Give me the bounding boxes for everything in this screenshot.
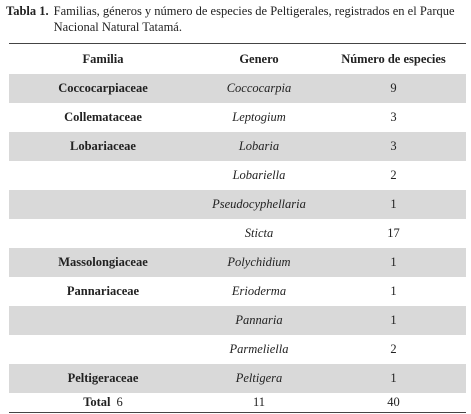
table-cell: 1 [390,284,397,298]
table-cell: 1 [321,306,466,335]
table-cell: 9 [321,74,466,103]
table-cell: Peltigeraceae [9,364,197,393]
table-cell: Erioderma [231,284,287,298]
table-cell: 2 [390,168,397,182]
header-cell: Genero [239,51,279,66]
table-row: Pannaria 1 [9,306,466,335]
header-row: Familia Genero Número de especies [9,44,466,75]
table-cell: 11 [252,395,266,409]
table-cell: Collemataceae [64,110,142,124]
caption-text: Familias, géneros y número de especies d… [53,4,455,34]
table-cell: 3 [321,132,466,161]
table-cell: Coccocarpia [197,74,321,103]
table-row: Peltigeraceae Peltigera 1 [9,364,466,393]
total-families: 6 [116,395,123,409]
table-body: Coccocarpiaceae Coccocarpia 9 Collemataceae… [9,74,466,413]
total-label: Total [83,395,111,409]
table-cell: Total 6 [9,393,197,413]
table-cell [9,161,197,190]
table-cell: 3 [390,110,397,124]
table-row: Massolongiaceae Polychidium 1 [9,248,466,277]
table-row: Collemataceae Leptogium 3 [9,103,466,132]
table-cell: Pannaria [197,306,321,335]
caption-label: Tabla 1. [6,4,49,18]
table-cell: Polychidium [197,248,321,277]
header-cell: Número de especies [341,51,446,66]
table-cell: Peltigera [197,364,321,393]
table-row: Parmeliella 2 [9,335,466,364]
table-cell: Parmeliella [229,342,289,356]
table-cell [9,306,197,335]
table-cell: 1 [321,364,466,393]
table-cell: Coccocarpiaceae [9,74,197,103]
table-cell [9,190,197,219]
table-cell: 40 [387,395,400,409]
table-cell: Lobariaceae [9,132,197,161]
table-row: Sticta 17 [9,219,466,248]
table-cell: Pseudocyphellaria [197,190,321,219]
table-row: Lobariaceae Lobaria 3 [9,132,466,161]
caption: Tabla 1. Familias, géneros y número de e… [6,3,466,35]
table-cell: 1 [321,248,466,277]
table-cell: Leptogium [232,110,286,124]
table-cell: Massolongiaceae [9,248,197,277]
table-cell: 2 [390,342,397,356]
table-row: Coccocarpiaceae Coccocarpia 9 [9,74,466,103]
table-cell: Sticta [244,226,274,240]
table-row: Pseudocyphellaria 1 [9,190,466,219]
table: Familia Genero Número de especies Coccoc… [9,43,466,413]
total-row: Total 6 11 40 [9,393,466,413]
table-cell [9,335,197,364]
table-cell [9,219,197,248]
table-cell: Pannariaceae [66,284,140,298]
header-cell: Familia [82,51,124,66]
table-row: Pannariaceae Erioderma 1 [9,277,466,306]
table-cell: Lobariella [232,168,286,182]
table-cell: 1 [321,190,466,219]
table-cell: 17 [387,226,400,240]
table-row: Lobariella 2 [9,161,466,190]
table-cell: Lobaria [197,132,321,161]
